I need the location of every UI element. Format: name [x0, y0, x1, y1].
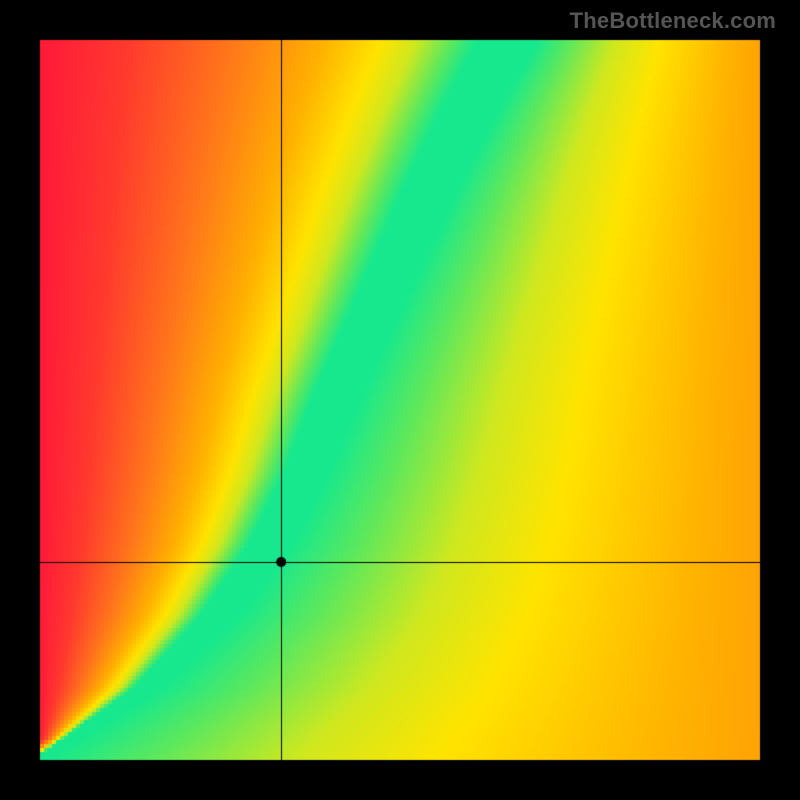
bottleneck-heatmap: [0, 0, 800, 800]
watermark-text: TheBottleneck.com: [570, 8, 776, 34]
